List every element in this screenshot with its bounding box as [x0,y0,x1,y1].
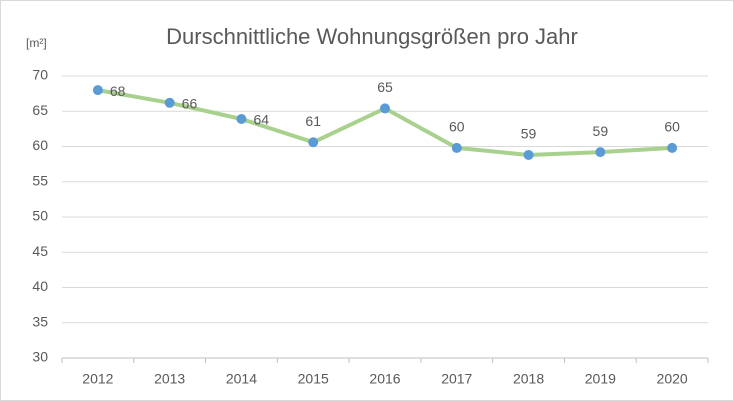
data-label: 68 [110,83,126,99]
x-tick-label: 2014 [226,371,257,387]
y-tick-label: 35 [32,313,48,329]
x-tick-label: 2019 [585,371,616,387]
y-tick-label: 50 [32,208,48,224]
data-label: 59 [593,123,609,139]
y-tick-label: 70 [32,67,48,83]
marker [523,149,534,160]
marker [308,137,319,148]
x-tick-label: 2016 [369,371,400,387]
marker [92,85,103,96]
y-tick-label: 40 [32,278,48,294]
x-tick-label: 2018 [513,371,544,387]
marker [236,114,247,125]
data-label: 60 [449,119,465,135]
data-label: 65 [377,79,393,95]
y-axis-label: [m²] [26,36,47,50]
x-tick-label: 2013 [154,371,185,387]
marker [164,97,175,108]
y-tick-label: 65 [32,102,48,118]
marker [595,147,606,158]
y-tick-label: 30 [32,349,48,365]
chart-title: Durschnittliche Wohnungsgrößen pro Jahr [166,24,578,49]
data-label: 61 [305,113,321,129]
y-tick-label: 60 [32,137,48,153]
y-tick-label: 55 [32,172,48,188]
marker [380,103,390,114]
marker [667,142,678,153]
x-tick-label: 2012 [82,371,113,387]
x-tick-label: 2015 [298,371,329,387]
marker [451,142,462,153]
x-tick-label: 2017 [441,371,472,387]
data-label: 66 [182,95,198,111]
x-tick-label: 2020 [657,371,688,387]
data-label: 59 [521,126,537,142]
y-tick-label: 45 [32,243,48,259]
data-label: 60 [664,119,680,135]
data-label: 64 [253,112,269,128]
